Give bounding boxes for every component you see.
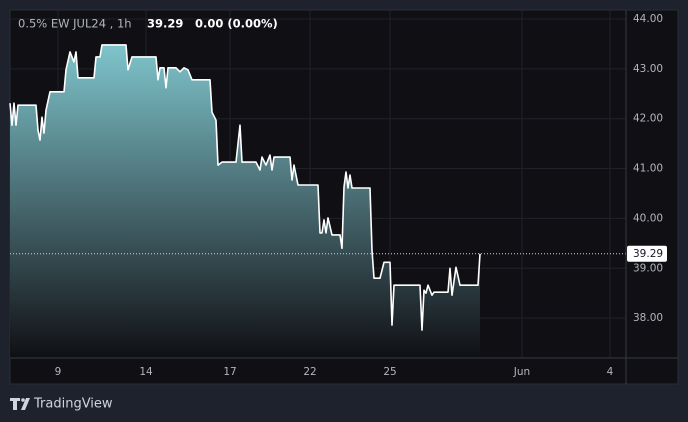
area-fill	[10, 44, 480, 359]
x-tick-label: 9	[55, 366, 62, 378]
last-price-label: 39.29	[633, 248, 663, 260]
y-tick-label: 44.00	[633, 13, 663, 25]
price-line	[9, 44, 481, 331]
y-tick-label: 38.00	[633, 312, 663, 324]
x-tick-label: 4	[607, 366, 614, 378]
y-tick-label: 43.00	[633, 63, 663, 75]
header-change: 0.00 (0.00%)	[195, 17, 278, 31]
y-tick-label: 39.00	[633, 262, 663, 274]
y-tick-label: 41.00	[633, 163, 663, 175]
y-tick-label: 40.00	[633, 212, 663, 224]
y-tick-label: 42.00	[633, 113, 663, 125]
brand-name: TradingView	[33, 397, 113, 412]
header-price: 39.29	[147, 17, 183, 31]
brand-logo	[10, 398, 30, 410]
symbol-title: 0.5% EW JUL24 , 1h	[18, 17, 132, 31]
x-tick-label: 25	[383, 366, 396, 378]
x-tick-label: 17	[223, 366, 236, 378]
x-tick-label: 22	[303, 366, 316, 378]
x-tick-label: Jun	[513, 366, 530, 378]
last-price-box	[627, 245, 667, 262]
x-tick-label: 14	[139, 366, 153, 378]
